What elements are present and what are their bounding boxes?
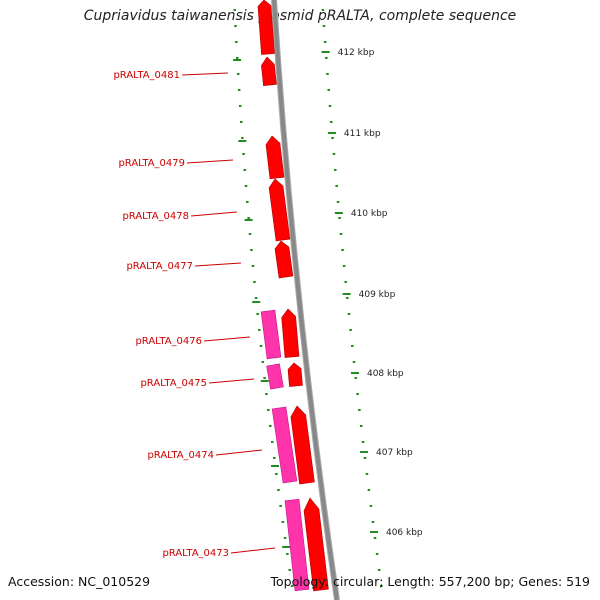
gene-label: pRALTA_0478 [122,211,189,222]
scale-label: 410 kbp [351,209,388,219]
gene-arrow [274,240,294,279]
gene-leader-line [215,449,263,456]
gene-label: pRALTA_0473 [162,548,229,559]
scale-label: 409 kbp [359,290,396,300]
gene-leader-line [194,262,242,267]
gene-arrow [287,362,303,387]
gene-arrow [265,135,285,180]
gene-arrow [303,497,329,592]
gene-label: pRALTA_0481 [113,70,180,81]
accession-text: Accession: NC_010529 [8,574,151,589]
gene-label: pRALTA_0475 [140,378,207,389]
gene-arrow [281,308,300,358]
scale-label: 412 kbp [338,48,375,58]
gene-label: pRALTA_0476 [135,336,202,347]
backbone-line [272,0,339,600]
cds-bar [271,406,298,484]
scale-label: 411 kbp [344,129,381,139]
gene-leader-line [181,72,229,76]
gene-features [257,0,329,592]
gene-arrow [257,0,275,55]
topology-text: Topology: circular; Length: 557,200 bp; … [270,574,591,589]
gene-label: pRALTA_0474 [147,450,214,461]
gene-label: pRALTA_0477 [126,261,193,272]
gene-leader-line [186,159,234,164]
gene-arrow [268,178,291,242]
scale-label: 407 kbp [376,448,413,458]
gene-arrow [261,56,277,87]
backbone-track [271,0,340,600]
cds-bar [284,498,310,592]
gene-label: pRALTA_0479 [118,158,185,169]
inner-tick-track [233,9,294,587]
gene-leader-line [208,378,255,384]
gene-leader-line [230,547,276,554]
map-title: Cupriavidus taiwanensis plasmid pRALTA, … [83,8,517,24]
scale-label: 408 kbp [367,369,404,379]
gene-labels: pRALTA_0481 pRALTA_0479 pRALTA_0478 pRALTA_… [113,70,276,559]
cds-bar [260,309,282,360]
gene-leader-line [203,336,251,342]
cds-bar [266,363,284,390]
scale-label: 406 kbp [386,528,423,538]
gene-leader-line [190,211,238,217]
scale-labels: 412 kbp 411 kbp 410 kbp 409 kbp 408 kbp 407 k… [338,48,423,538]
outer-tick-track [321,9,383,587]
gene-arrow [290,405,315,485]
